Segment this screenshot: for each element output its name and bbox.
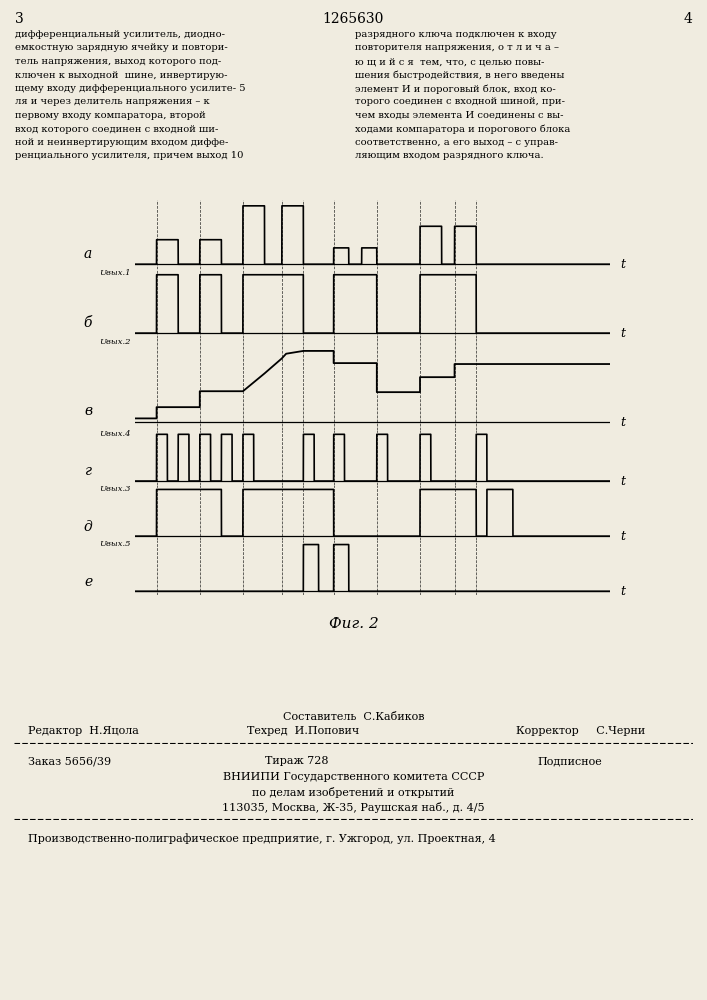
Text: д: д [83,520,92,534]
Text: t: t [621,585,626,598]
Text: Uвых.2: Uвых.2 [99,338,130,346]
Text: Заказ 5656/39: Заказ 5656/39 [28,756,112,766]
Text: б: б [83,316,92,330]
Text: t: t [621,475,626,488]
Text: Редактор  Н.Яцола: Редактор Н.Яцола [28,726,139,736]
Text: Составитель  С.Кабиков: Составитель С.Кабиков [283,712,424,722]
Text: повторителя напряжения, о т л и ч а –: повторителя напряжения, о т л и ч а – [355,43,559,52]
Text: 3: 3 [15,12,24,26]
Text: Uвых.5: Uвых.5 [99,540,130,548]
Text: торого соединен с входной шиной, при-: торого соединен с входной шиной, при- [355,98,565,106]
Text: Uвых.4: Uвых.4 [99,430,130,438]
Text: Фиг. 2: Фиг. 2 [329,617,378,631]
Text: чем входы элемента И соединены с вы-: чем входы элемента И соединены с вы- [355,111,563,120]
Text: Тираж 728: Тираж 728 [265,756,329,766]
Text: ю щ и й с я  тем, что, с целью повы-: ю щ и й с я тем, что, с целью повы- [355,57,544,66]
Text: Uвых.3: Uвых.3 [99,485,130,493]
Text: ходами компаратора и порогового блока: ходами компаратора и порогового блока [355,124,571,134]
Text: щему входу дифференциального усилите- 5: щему входу дифференциального усилите- 5 [15,84,245,93]
Text: соответственно, а его выход – с управ-: соответственно, а его выход – с управ- [355,138,558,147]
Text: г: г [86,464,92,478]
Text: ключен к выходной  шине, инвертирую-: ключен к выходной шине, инвертирую- [15,70,228,80]
Text: дифференциальный усилитель, диодно-: дифференциальный усилитель, диодно- [15,30,225,39]
Text: t: t [621,416,626,429]
Text: вход которого соединен с входной ши-: вход которого соединен с входной ши- [15,124,218,133]
Text: t: t [621,258,626,271]
Text: Производственно-полиграфическое предприятие, г. Ужгород, ул. Проектная, 4: Производственно-полиграфическое предприя… [28,833,496,844]
Text: Техред  И.Попович: Техред И.Попович [247,726,360,736]
Text: в: в [84,404,92,418]
Text: по делам изобретений и открытий: по делам изобретений и открытий [252,787,455,798]
Text: емкостную зарядную ячейку и повтори-: емкостную зарядную ячейку и повтори- [15,43,228,52]
Text: 4: 4 [683,12,692,26]
Text: ляющим входом разрядного ключа.: ляющим входом разрядного ключа. [355,151,544,160]
Text: первому входу компаратора, второй: первому входу компаратора, второй [15,111,206,120]
Text: Корректор     С.Черни: Корректор С.Черни [516,726,645,736]
Text: t: t [621,327,626,340]
Text: е: е [84,575,92,589]
Text: 113035, Москва, Ж-35, Раушская наб., д. 4/5: 113035, Москва, Ж-35, Раушская наб., д. … [222,802,485,813]
Text: шения быстродействия, в него введены: шения быстродействия, в него введены [355,70,564,80]
Text: t: t [621,530,626,543]
Text: ренциального усилителя, причем выход 10: ренциального усилителя, причем выход 10 [15,151,243,160]
Text: элемент И и пороговый блок, вход ко-: элемент И и пороговый блок, вход ко- [355,84,556,94]
Text: ной и неинвертирующим входом диффе-: ной и неинвертирующим входом диффе- [15,138,228,147]
Text: тель напряжения, выход которого под-: тель напряжения, выход которого под- [15,57,221,66]
Text: Uвых.1: Uвых.1 [99,269,130,277]
Text: а: а [84,247,92,261]
Text: 1265630: 1265630 [323,12,384,26]
Text: ля и через делитель напряжения – к: ля и через делитель напряжения – к [15,98,210,106]
Text: Подписное: Подписное [537,756,602,766]
Text: разрядного ключа подключен к входу: разрядного ключа подключен к входу [355,30,556,39]
Text: ВНИИПИ Государственного комитета СССР: ВНИИПИ Государственного комитета СССР [223,772,484,782]
